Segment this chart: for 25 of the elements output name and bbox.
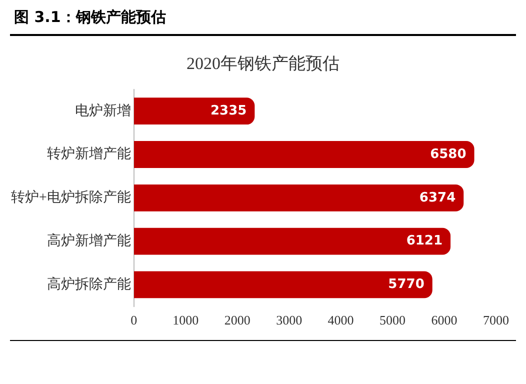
bar	[134, 141, 474, 168]
bar	[134, 184, 464, 212]
bar	[134, 228, 451, 255]
y-tick-label: 高炉新增产能	[46, 232, 131, 249]
x-tick-label: 4000	[328, 312, 354, 328]
y-tick-label: 转炉+电炉拆除产能	[10, 190, 131, 206]
chart-subtitle: 2020年钢铁产能预估	[186, 53, 340, 75]
x-tick-label: 3000	[276, 312, 302, 328]
x-tick-label: 6000	[431, 312, 458, 328]
y-tick-label: 电炉新增	[74, 102, 131, 119]
y-tick-label: 转炉新增产能	[46, 146, 131, 162]
x-tick-label: 5000	[380, 312, 406, 328]
x-tick-label: 0	[130, 312, 138, 328]
data-label: 6121	[406, 234, 443, 249]
x-tick-label: 7000	[483, 312, 509, 328]
data-label: 5770	[388, 277, 424, 292]
x-tick-label: 1000	[172, 312, 199, 328]
data-label: 6580	[430, 146, 466, 162]
y-tick-label: 高炉拆除产能	[46, 276, 131, 292]
chart-title: 图 3.1：钢铁产能预估	[14, 8, 166, 27]
x-tick-label: 2000	[224, 312, 250, 328]
data-label: 2335	[210, 103, 247, 118]
bar	[134, 98, 255, 125]
bar	[134, 271, 432, 298]
data-label: 6374	[419, 190, 456, 206]
